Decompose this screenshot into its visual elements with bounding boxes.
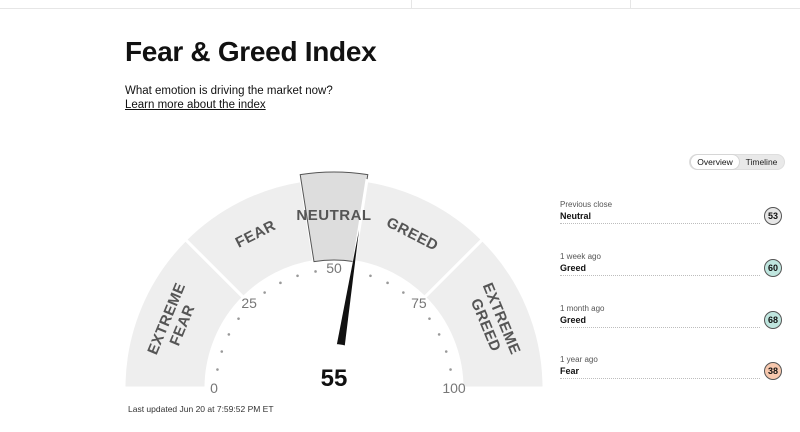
gauge-scale-label: 0 (210, 380, 218, 396)
gauge-value: 55 (321, 365, 348, 392)
gauge-tick (279, 281, 282, 285)
page-subtitle: What emotion is driving the market now? (125, 85, 333, 97)
toggle-timeline[interactable]: Timeline (745, 157, 778, 167)
top-nav-divider (411, 0, 412, 8)
history-value-badge: 38 (764, 362, 782, 380)
gauge-tick (449, 368, 452, 371)
last-updated-text: Last updated Jun 20 at 7:59:52 PM ET (128, 404, 274, 414)
history-dotted-line (560, 378, 760, 379)
top-nav-bar (0, 0, 800, 9)
history-rating: Greed (560, 263, 587, 273)
history-item: Previous close Neutral 53 (560, 200, 784, 240)
gauge-tick (437, 333, 441, 336)
gauge-center-hub (290, 344, 378, 392)
gauge-tick (263, 291, 266, 294)
top-nav-divider (630, 0, 631, 8)
history-period-label: 1 month ago (560, 304, 605, 313)
gauge-zone-label: NEUTRAL (296, 207, 371, 224)
toggle-overview[interactable]: Overview (691, 155, 739, 169)
history-period-label: Previous close (560, 200, 613, 209)
history-dotted-line (560, 275, 760, 276)
history-value-badge: 68 (764, 311, 782, 329)
gauge-zone-extreme-greed (422, 237, 546, 390)
gauge-scale-label: 100 (442, 380, 466, 396)
gauge-scale-label: 25 (241, 295, 257, 311)
history-item: 1 week ago Greed 60 (560, 252, 784, 292)
gauge-tick (444, 350, 448, 353)
gauge-tick (314, 270, 317, 273)
gauge-tick (227, 333, 231, 336)
gauge-tick (428, 317, 431, 320)
gauge-tick (402, 291, 405, 294)
gauge-tick (296, 274, 299, 278)
gauge-tick (237, 317, 240, 320)
gauge-scale-label: 50 (326, 260, 342, 276)
history-item: 1 month ago Greed 68 (560, 304, 784, 344)
view-toggle: Overview Timeline (689, 154, 785, 170)
history-period-label: 1 year ago (560, 355, 598, 364)
history-period-label: 1 week ago (560, 252, 601, 261)
history-rating: Greed (560, 315, 587, 325)
history-value-badge: 53 (764, 207, 782, 225)
gauge-scale-label: 75 (411, 295, 427, 311)
history-rating: Neutral (560, 211, 592, 221)
gauge-tick (369, 274, 372, 278)
learn-more-link[interactable]: Learn more about the index (125, 99, 266, 111)
history-value-badge: 60 (764, 259, 782, 277)
history-dotted-line (560, 223, 760, 224)
gauge-tick (386, 281, 389, 285)
gauge-tick (220, 350, 224, 353)
page-title: Fear & Greed Index (125, 36, 377, 67)
history-dotted-line (560, 327, 760, 328)
gauge-tick (216, 368, 219, 371)
history-rating: Fear (560, 366, 580, 376)
history-item: 1 year ago Fear 38 (560, 355, 784, 395)
